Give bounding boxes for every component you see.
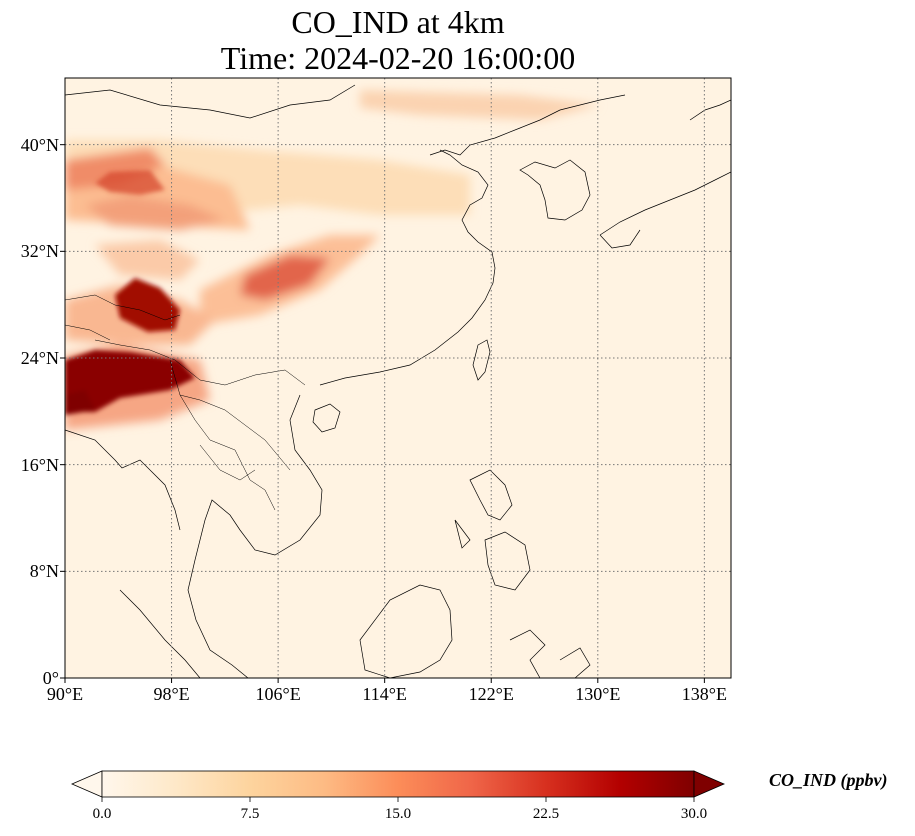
lon-tick-label: 138°E	[681, 684, 727, 704]
lon-tick-label: 90°E	[46, 684, 84, 704]
co-concentration-field	[65, 78, 731, 678]
colorbar-max-extend	[693, 770, 726, 798]
lon-tick-label: 130°E	[575, 684, 621, 704]
lat-tick-label: 0°	[42, 668, 59, 688]
map-frame	[64, 77, 732, 679]
lat-tick-label: 8°N	[29, 561, 59, 582]
lat-tick-label: 40°N	[20, 134, 59, 155]
lon-tick-label: 122°E	[468, 684, 514, 704]
colorbar	[70, 770, 726, 802]
colorbar-tick-label: 15.0	[384, 806, 412, 822]
country-borders	[65, 294, 306, 511]
lon-tick-label: 98°E	[153, 684, 190, 704]
lat-tick-label: 16°N	[20, 454, 59, 475]
colorbar-label: CO_IND (ppbv)	[769, 770, 888, 790]
map-time-subtitle: Time: 2024-02-20 16:00:00	[220, 40, 576, 76]
colorbar-tick-label: 0.0	[92, 806, 112, 822]
axis-ticks	[60, 144, 705, 683]
colorbar-gradient	[101, 770, 695, 798]
lat-tick-label: 32°N	[20, 241, 59, 262]
colorbar-min-extend	[70, 770, 103, 798]
lon-tick-label: 114°E	[362, 684, 407, 704]
lat-tick-label: 24°N	[20, 348, 59, 368]
colorbar-tick-label: 30.0	[680, 806, 708, 822]
coastlines	[65, 84, 731, 678]
colorbar-tick-label: 7.5	[240, 806, 260, 822]
lon-tick-label: 106°E	[255, 684, 301, 704]
colorbar-tick-label: 22.5	[532, 806, 560, 822]
map-title: CO_IND at 4km	[291, 4, 505, 40]
